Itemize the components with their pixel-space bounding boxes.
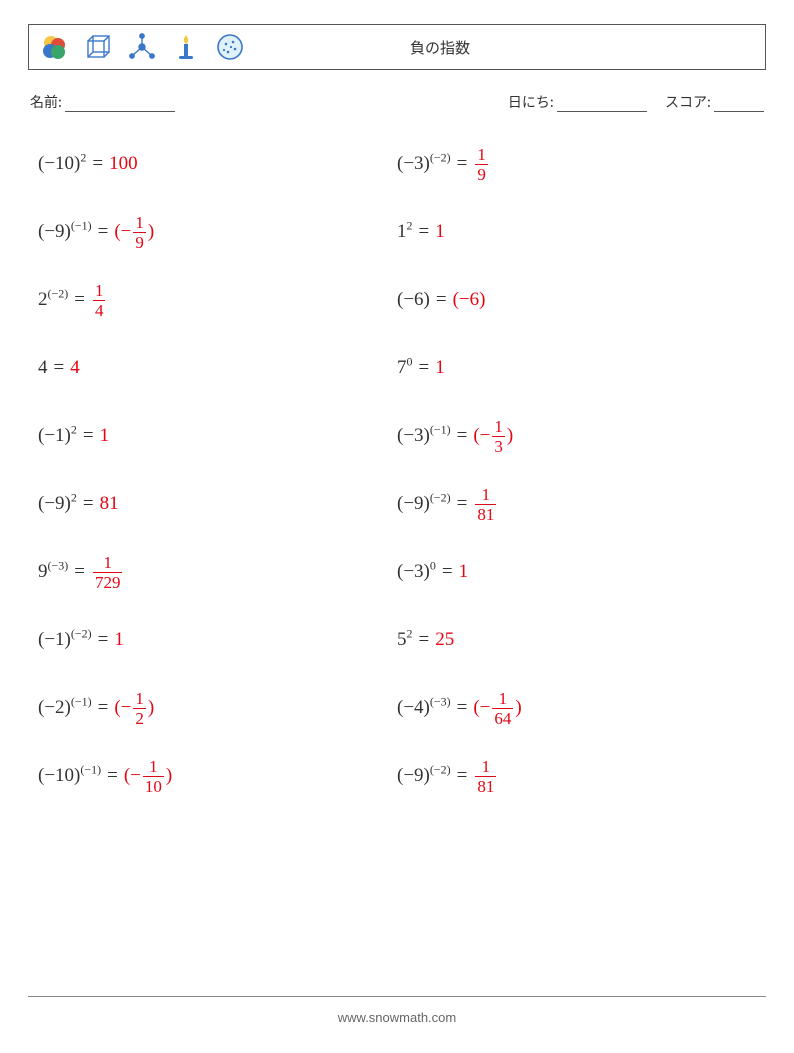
name-label: 名前: — [30, 92, 62, 112]
equals-sign: = — [442, 561, 453, 583]
header-bar: 負の指数 — [28, 24, 766, 70]
problem-expression: 4 — [38, 357, 48, 379]
problem-expression: 70 — [397, 357, 413, 379]
problem-expression: (−1)2 — [38, 425, 77, 447]
problem-row: (−1)2 = 1 — [38, 402, 397, 470]
problem-row: (−3)(−1) = (−13) — [397, 402, 756, 470]
problem-row: (−10)(−1) = (−110) — [38, 742, 397, 810]
problem-row: 4 = 4 — [38, 334, 397, 402]
problem-expression: (−9)(−2) — [397, 493, 451, 515]
equals-sign: = — [457, 153, 468, 175]
problem-row: 2(−2) = 14 — [38, 266, 397, 334]
problem-row: (−3)0 = 1 — [397, 538, 756, 606]
molecule-icon — [127, 32, 157, 62]
footer-rule — [28, 996, 766, 997]
problem-row: (−6) = (−6) — [397, 266, 756, 334]
equals-sign: = — [98, 697, 109, 719]
atoms-icon — [39, 32, 69, 62]
problem-expression: (−9)2 — [38, 493, 77, 515]
equals-sign: = — [457, 765, 468, 787]
score-field: スコア: — [665, 92, 764, 112]
equals-sign: = — [54, 357, 65, 379]
equals-sign: = — [92, 153, 103, 175]
score-label: スコア: — [665, 92, 711, 112]
problem-expression: 9(−3) — [38, 561, 68, 583]
footer-text: www.snowmath.com — [0, 1010, 794, 1025]
equals-sign: = — [83, 493, 94, 515]
problem-expression: 12 — [397, 221, 413, 243]
problem-row: 52 = 25 — [397, 606, 756, 674]
problem-expression: (−3)(−1) — [397, 425, 451, 447]
date-field: 日にち: — [508, 92, 647, 112]
problem-expression: (−10)(−1) — [38, 765, 101, 787]
problem-expression: (−6) — [397, 289, 430, 311]
equals-sign: = — [98, 221, 109, 243]
equals-sign: = — [98, 629, 109, 651]
meta-right: 日にち: スコア: — [508, 92, 764, 112]
date-label: 日にち: — [508, 92, 554, 112]
equals-sign: = — [83, 425, 94, 447]
cube-icon — [83, 32, 113, 62]
problem-row: 70 = 1 — [397, 334, 756, 402]
equals-sign: = — [74, 561, 85, 583]
problem-expression: (−4)(−3) — [397, 697, 451, 719]
meta-row: 名前: 日にち: スコア: — [30, 92, 764, 112]
problem-row: (−9)(−1) = (−19) — [38, 198, 397, 266]
date-blank[interactable] — [557, 97, 647, 112]
problem-expression: (−3)0 — [397, 561, 436, 583]
equals-sign: = — [107, 765, 118, 787]
problem-row: 12 = 1 — [397, 198, 756, 266]
problems-grid: (−10)2 = 100 (−9)(−1) = (−19) 2(−2) = 14… — [28, 130, 766, 810]
problems-col-left: (−10)2 = 100 (−9)(−1) = (−19) 2(−2) = 14… — [38, 130, 397, 810]
problem-row: (−9)2 = 81 — [38, 470, 397, 538]
problem-row: (−4)(−3) = (−164) — [397, 674, 756, 742]
equals-sign: = — [74, 289, 85, 311]
burner-icon — [171, 32, 201, 62]
problem-expression: 2(−2) — [38, 289, 68, 311]
name-blank[interactable] — [65, 97, 175, 112]
score-blank[interactable] — [714, 97, 764, 112]
equals-sign: = — [419, 629, 430, 651]
problem-row: (−2)(−1) = (−12) — [38, 674, 397, 742]
meta-left: 名前: — [30, 92, 175, 112]
equals-sign: = — [457, 425, 468, 447]
problem-expression: 52 — [397, 629, 413, 651]
name-field: 名前: — [30, 92, 175, 112]
problem-row: (−9)(−2) = 181 — [397, 470, 756, 538]
problem-row: (−1)(−2) = 1 — [38, 606, 397, 674]
problem-expression: (−9)(−1) — [38, 221, 92, 243]
petri-icon — [215, 32, 245, 62]
equals-sign: = — [457, 697, 468, 719]
problems-col-right: (−3)(−2) = 19 12 = 1 (−6) = (−6) 70 = — [397, 130, 756, 810]
header-icons — [39, 32, 245, 62]
equals-sign: = — [419, 357, 430, 379]
problem-row: (−10)2 = 100 — [38, 130, 397, 198]
problem-expression: (−3)(−2) — [397, 153, 451, 175]
problem-expression: (−2)(−1) — [38, 697, 92, 719]
problem-expression: (−1)(−2) — [38, 629, 92, 651]
equals-sign: = — [419, 221, 430, 243]
worksheet-page: 負の指数 名前: 日にち: スコア: (−10)2 = — [0, 0, 794, 1053]
problem-expression: (−9)(−2) — [397, 765, 451, 787]
problem-row: 9(−3) = 1729 — [38, 538, 397, 606]
problem-expression: (−10)2 — [38, 153, 86, 175]
equals-sign: = — [436, 289, 447, 311]
worksheet-title: 負の指数 — [245, 37, 635, 58]
problem-row: (−9)(−2) = 181 — [397, 742, 756, 810]
problem-row: (−3)(−2) = 19 — [397, 130, 756, 198]
equals-sign: = — [457, 493, 468, 515]
